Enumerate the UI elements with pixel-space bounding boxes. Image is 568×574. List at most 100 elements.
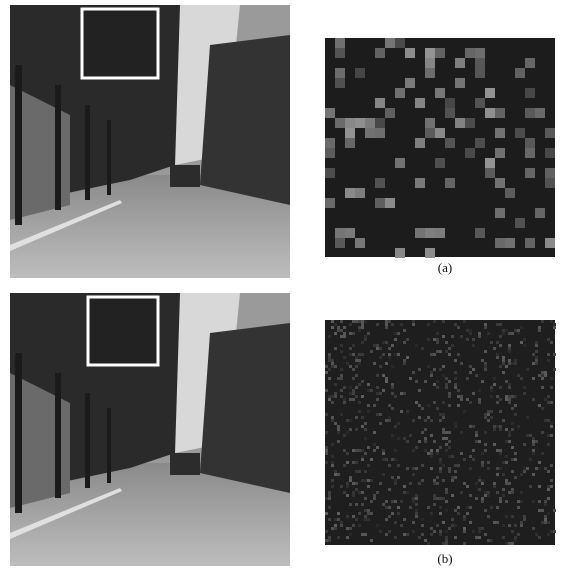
pixel-block bbox=[469, 332, 472, 335]
pixel-block bbox=[325, 389, 328, 392]
pixel-block bbox=[382, 353, 385, 356]
pixel-block bbox=[545, 238, 555, 248]
pixel-block bbox=[325, 452, 328, 455]
pixel-block bbox=[346, 485, 349, 488]
pixel-block bbox=[435, 158, 445, 168]
pixel-block bbox=[370, 350, 373, 353]
pixel-block bbox=[541, 371, 544, 374]
pixel-block bbox=[364, 533, 367, 536]
pixel-block bbox=[532, 443, 535, 446]
pixel-block bbox=[358, 512, 361, 515]
pixel-block bbox=[352, 449, 355, 452]
pixel-block bbox=[499, 500, 502, 503]
pixel-block bbox=[385, 341, 388, 344]
pixel-block bbox=[331, 326, 334, 329]
pixel-block bbox=[325, 497, 328, 500]
pixel-block bbox=[466, 377, 469, 380]
pixel-block bbox=[436, 338, 439, 341]
pixel-block bbox=[415, 503, 418, 506]
pixel-block bbox=[328, 539, 331, 542]
pixel-block bbox=[502, 332, 505, 335]
pixel-block bbox=[379, 482, 382, 485]
pixel-block bbox=[395, 88, 405, 98]
pixel-block bbox=[418, 416, 421, 419]
pixel-block bbox=[523, 518, 526, 521]
pixel-block bbox=[436, 332, 439, 335]
pixel-block bbox=[361, 326, 364, 329]
pixel-block bbox=[529, 458, 532, 461]
pixel-block bbox=[400, 392, 403, 395]
pixel-block bbox=[395, 158, 405, 168]
pixel-block bbox=[553, 326, 556, 329]
pixel-block bbox=[391, 407, 394, 410]
pixel-block bbox=[511, 488, 514, 491]
pixel-block bbox=[466, 506, 469, 509]
pixel-block bbox=[352, 389, 355, 392]
pixel-block bbox=[337, 518, 340, 521]
pixel-block bbox=[484, 365, 487, 368]
pixel-block bbox=[448, 431, 451, 434]
pixel-block bbox=[361, 323, 364, 326]
pixel-block bbox=[382, 452, 385, 455]
pixel-block bbox=[352, 320, 355, 323]
pixel-block bbox=[541, 431, 544, 434]
pixel-block bbox=[541, 521, 544, 524]
pixel-block bbox=[349, 323, 352, 326]
pixel-block bbox=[355, 365, 358, 368]
pixel-block bbox=[525, 148, 535, 158]
pixel-block bbox=[367, 383, 370, 386]
pixel-block bbox=[445, 138, 455, 148]
pixel-block bbox=[325, 168, 335, 178]
pixel-block bbox=[376, 323, 379, 326]
pixel-block bbox=[469, 425, 472, 428]
pixel-block bbox=[478, 440, 481, 443]
pixel-block bbox=[421, 533, 424, 536]
pixel-block bbox=[421, 464, 424, 467]
pixel-block bbox=[460, 395, 463, 398]
pixel-block bbox=[328, 377, 331, 380]
pixel-block bbox=[508, 542, 511, 545]
pixel-block bbox=[325, 138, 335, 148]
pixel-block bbox=[376, 347, 379, 350]
pixel-block bbox=[373, 431, 376, 434]
pixel-block bbox=[340, 389, 343, 392]
pixel-block bbox=[478, 536, 481, 539]
pixel-block bbox=[442, 464, 445, 467]
pixel-block bbox=[526, 368, 529, 371]
pixel-block bbox=[358, 491, 361, 494]
pixel-block bbox=[499, 449, 502, 452]
pixel-block bbox=[361, 380, 364, 383]
pixel-block bbox=[550, 320, 553, 323]
pixel-block bbox=[455, 78, 465, 88]
pixel-block bbox=[430, 434, 433, 437]
pixel-block bbox=[550, 464, 553, 467]
pixel-block bbox=[487, 419, 490, 422]
pixel-block bbox=[334, 422, 337, 425]
pixel-block bbox=[435, 48, 445, 58]
pixel-block bbox=[517, 500, 520, 503]
pixel-block bbox=[406, 440, 409, 443]
pixel-block bbox=[538, 374, 541, 377]
pixel-block bbox=[412, 320, 415, 323]
pixel-block bbox=[433, 368, 436, 371]
pixel-block bbox=[355, 503, 358, 506]
pixel-block bbox=[442, 416, 445, 419]
pixel-block bbox=[325, 371, 328, 374]
pixel-block bbox=[505, 500, 508, 503]
pixel-block bbox=[508, 362, 511, 365]
pixel-block bbox=[367, 446, 370, 449]
pixel-block bbox=[514, 395, 517, 398]
pixel-block bbox=[535, 467, 538, 470]
pixel-block bbox=[463, 410, 466, 413]
pixel-block bbox=[343, 326, 346, 329]
pixel-block bbox=[340, 320, 343, 323]
pixel-block bbox=[475, 48, 485, 58]
pixel-block bbox=[364, 428, 367, 431]
pixel-block bbox=[331, 395, 334, 398]
pixel-block bbox=[532, 527, 535, 530]
pixel-block bbox=[520, 326, 523, 329]
pixel-block bbox=[367, 509, 370, 512]
pixel-block bbox=[478, 335, 481, 338]
pixel-block bbox=[496, 449, 499, 452]
pixel-block bbox=[325, 365, 328, 368]
